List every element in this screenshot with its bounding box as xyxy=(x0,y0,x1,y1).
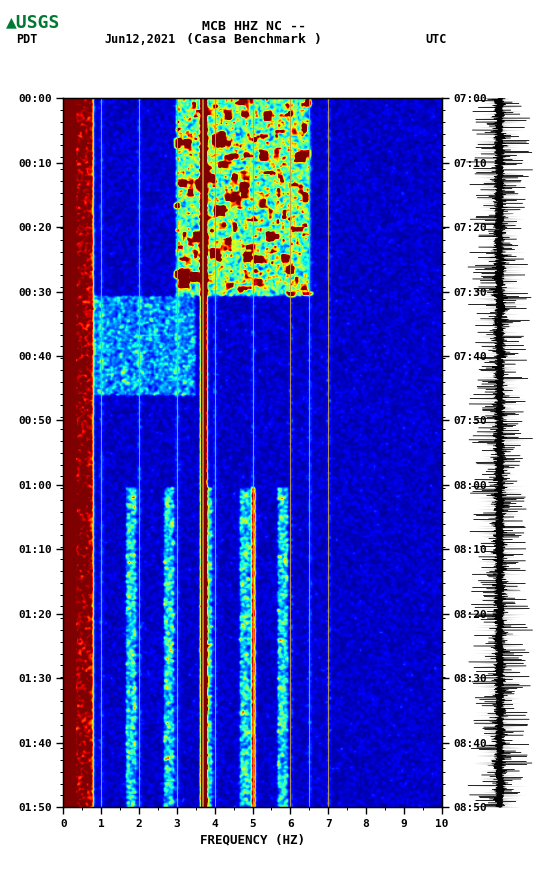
Text: PDT: PDT xyxy=(17,33,38,46)
X-axis label: FREQUENCY (HZ): FREQUENCY (HZ) xyxy=(200,833,305,847)
Text: (Casa Benchmark ): (Casa Benchmark ) xyxy=(186,33,322,46)
Text: UTC: UTC xyxy=(425,33,447,46)
Text: MCB HHZ NC --: MCB HHZ NC -- xyxy=(202,20,306,33)
Text: Jun12,2021: Jun12,2021 xyxy=(105,33,176,46)
Text: ▲USGS: ▲USGS xyxy=(6,13,60,31)
